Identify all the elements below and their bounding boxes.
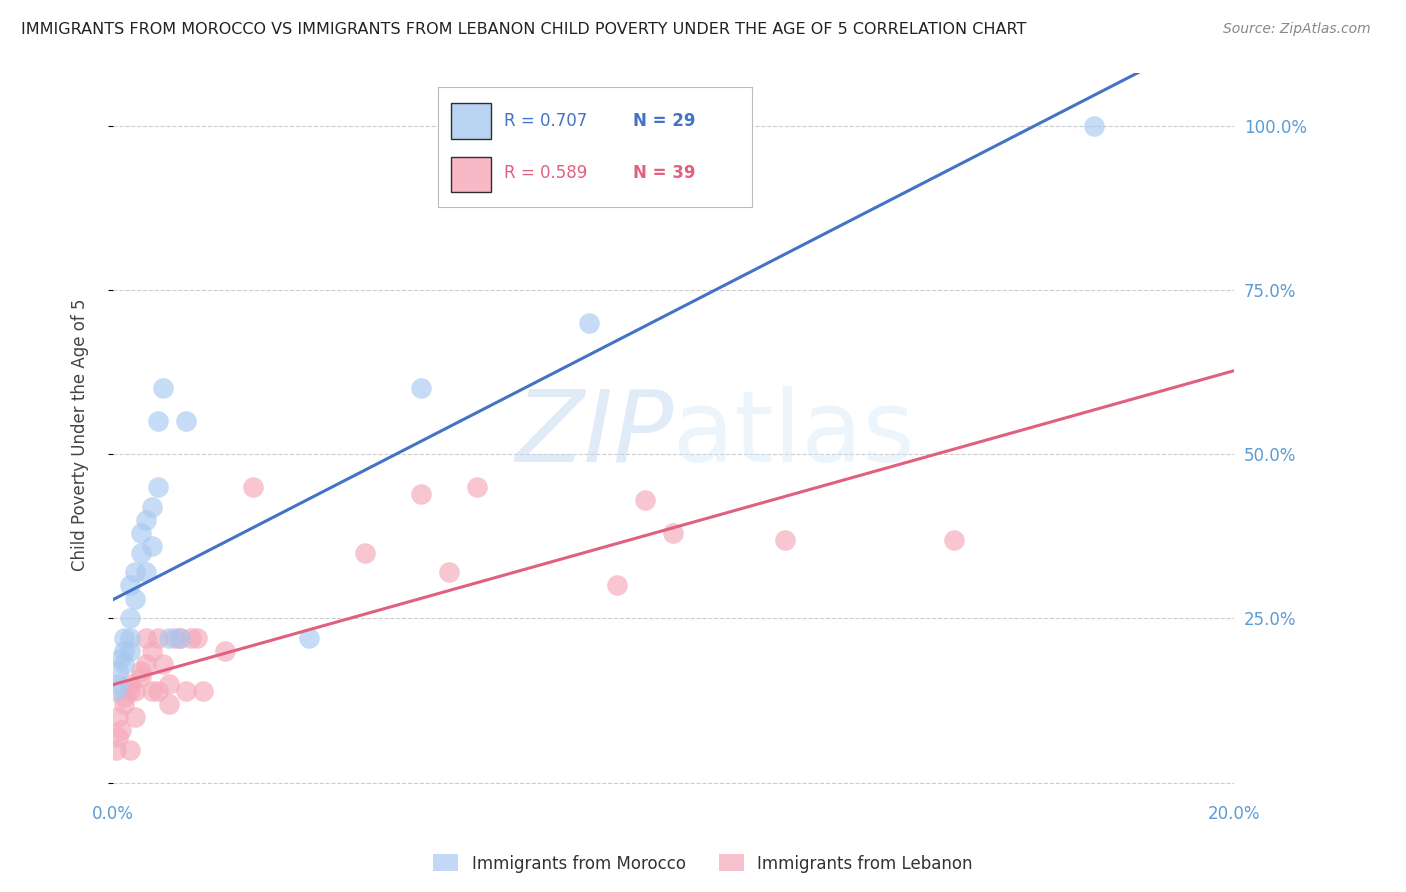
- Point: [775, 533, 797, 547]
- Point: [129, 546, 152, 560]
- Point: [157, 697, 180, 711]
- Point: [146, 631, 169, 645]
- Point: [112, 690, 135, 705]
- Point: [191, 683, 214, 698]
- Point: [634, 493, 657, 508]
- Text: atlas: atlas: [673, 386, 915, 483]
- Point: [135, 657, 157, 672]
- Point: [163, 631, 186, 645]
- Point: [135, 566, 157, 580]
- Point: [112, 697, 135, 711]
- Point: [118, 644, 141, 658]
- Point: [1083, 119, 1105, 133]
- Point: [465, 480, 488, 494]
- Point: [578, 316, 600, 330]
- Point: [298, 631, 321, 645]
- Point: [118, 611, 141, 625]
- Point: [662, 525, 685, 540]
- Point: [214, 644, 236, 658]
- Point: [118, 677, 141, 691]
- Point: [942, 533, 965, 547]
- Point: [146, 683, 169, 698]
- Point: [157, 677, 180, 691]
- Point: [157, 631, 180, 645]
- Point: [129, 525, 152, 540]
- Point: [107, 664, 129, 678]
- Point: [112, 644, 135, 658]
- Point: [169, 631, 191, 645]
- Point: [354, 546, 377, 560]
- Point: [146, 480, 169, 494]
- Point: [107, 730, 129, 744]
- Text: ZIP: ZIP: [515, 386, 673, 483]
- Point: [129, 664, 152, 678]
- Point: [174, 414, 197, 428]
- Text: IMMIGRANTS FROM MOROCCO VS IMMIGRANTS FROM LEBANON CHILD POVERTY UNDER THE AGE O: IMMIGRANTS FROM MOROCCO VS IMMIGRANTS FR…: [21, 22, 1026, 37]
- Point: [141, 683, 163, 698]
- Point: [124, 566, 146, 580]
- Point: [152, 381, 174, 395]
- Point: [110, 723, 132, 737]
- Point: [135, 513, 157, 527]
- Y-axis label: Child Poverty Under the Age of 5: Child Poverty Under the Age of 5: [72, 298, 89, 571]
- Point: [107, 710, 129, 724]
- Point: [141, 500, 163, 514]
- Point: [110, 650, 132, 665]
- Point: [129, 671, 152, 685]
- Point: [124, 710, 146, 724]
- Point: [104, 743, 127, 757]
- Point: [112, 631, 135, 645]
- Point: [118, 743, 141, 757]
- Point: [112, 657, 135, 672]
- Point: [174, 683, 197, 698]
- Point: [411, 486, 433, 500]
- Point: [606, 578, 628, 592]
- Point: [104, 683, 127, 698]
- Point: [107, 677, 129, 691]
- Point: [146, 414, 169, 428]
- Point: [141, 539, 163, 553]
- Point: [186, 631, 208, 645]
- Point: [242, 480, 264, 494]
- Point: [118, 578, 141, 592]
- Text: Source: ZipAtlas.com: Source: ZipAtlas.com: [1223, 22, 1371, 37]
- Point: [180, 631, 202, 645]
- Point: [437, 566, 460, 580]
- Point: [141, 644, 163, 658]
- Point: [124, 591, 146, 606]
- Point: [411, 381, 433, 395]
- Point: [135, 631, 157, 645]
- Point: [169, 631, 191, 645]
- Point: [124, 683, 146, 698]
- Point: [118, 631, 141, 645]
- Legend: Immigrants from Morocco, Immigrants from Lebanon: Immigrants from Morocco, Immigrants from…: [426, 847, 980, 880]
- Point: [118, 683, 141, 698]
- Point: [152, 657, 174, 672]
